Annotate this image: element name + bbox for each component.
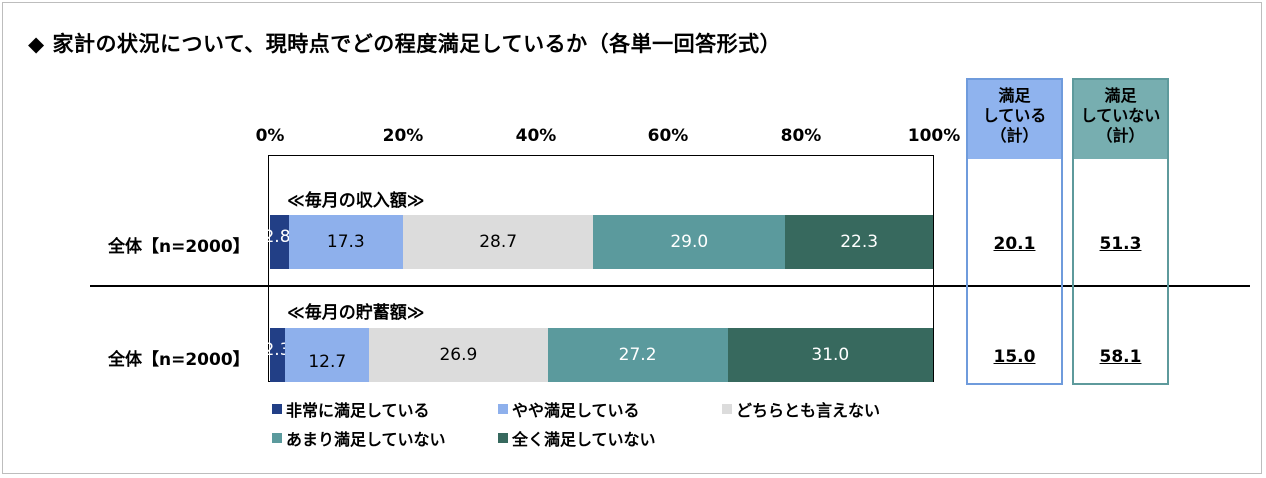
value-label-somewhat-satisfied: 17.3 <box>326 232 365 252</box>
bar-segment-not-very-satisfied <box>593 215 786 269</box>
not-satisfied-header-line-3: （計） <box>1096 126 1145 145</box>
row-label-savings: 全体【n=2000】 <box>108 350 250 370</box>
section-label-savings: ≪毎月の貯蓄額≫ <box>287 303 425 323</box>
bar-segment-somewhat-satisfied <box>285 328 370 382</box>
section-label-income: ≪毎月の収入額≫ <box>287 191 425 211</box>
legend-label-not-very-satisfied: あまり満足していない <box>286 430 446 449</box>
stacked-bar-savings: 2.3 12.7 26.9 27.2 31.0 <box>263 328 933 382</box>
value-label-neutral: 26.9 <box>439 345 478 365</box>
x-tick-0: 0% <box>255 126 285 146</box>
value-label-somewhat-satisfied: 12.7 <box>308 352 347 372</box>
satisfied-total-box: 満足 している （計） 20.1 15.0 <box>966 78 1063 385</box>
satisfied-header-line-1: 満足 <box>998 86 1031 105</box>
x-tick-80: 80% <box>780 126 822 146</box>
bar-segment-not-at-all-satisfied <box>727 328 933 382</box>
not-satisfied-total-savings: 58.1 <box>1099 347 1142 367</box>
bar-segment-not-very-satisfied <box>547 328 728 382</box>
legend-swatch-somewhat-satisfied <box>498 404 508 414</box>
stacked-bar-income: 2.8 17.3 28.7 29.0 22.3 <box>263 215 933 269</box>
x-tick-20: 20% <box>382 126 424 146</box>
value-label-very-satisfied: 2.8 <box>263 227 291 247</box>
x-tick-40: 40% <box>515 126 557 146</box>
value-label-not-very-satisfied: 27.2 <box>618 345 657 365</box>
legend-item-not-at-all-satisfied: 全く満足していない <box>498 426 656 450</box>
not-satisfied-total-income: 51.3 <box>1099 234 1142 254</box>
legend-item-very-satisfied: 非常に満足している <box>272 397 430 421</box>
legend-swatch-not-at-all-satisfied <box>498 433 508 443</box>
bar-segment-neutral <box>403 215 594 269</box>
satisfied-total-header: 満足 している （計） <box>968 80 1061 159</box>
legend-label-somewhat-satisfied: やや満足している <box>512 401 640 420</box>
legend-label-neutral: どちらとも言えない <box>736 401 881 420</box>
x-tick-100: 100% <box>907 126 961 146</box>
value-label-not-at-all-satisfied: 31.0 <box>811 345 850 365</box>
bar-segment-not-at-all-satisfied <box>785 215 933 269</box>
value-label-very-satisfied: 2.3 <box>263 340 291 360</box>
legend-item-not-very-satisfied: あまり満足していない <box>272 426 446 450</box>
bar-segment-very-satisfied <box>270 328 286 382</box>
not-satisfied-header-line-2: していない <box>1080 106 1161 125</box>
not-satisfied-total-box: 満足 していない （計） 51.3 58.1 <box>1072 78 1169 385</box>
legend-label-very-satisfied: 非常に満足している <box>286 401 430 420</box>
not-satisfied-total-header: 満足 していない （計） <box>1074 80 1167 159</box>
legend-item-somewhat-satisfied: やや満足している <box>498 397 640 421</box>
satisfied-total-income: 20.1 <box>993 234 1036 254</box>
satisfied-total-savings: 15.0 <box>993 347 1036 367</box>
row-label-income: 全体【n=2000】 <box>108 237 250 257</box>
legend-label-not-at-all-satisfied: 全く満足していない <box>512 430 656 449</box>
value-label-neutral: 28.7 <box>479 232 518 252</box>
legend-swatch-not-very-satisfied <box>272 433 282 443</box>
group-divider <box>90 285 1250 287</box>
bar-segment-neutral <box>369 328 548 382</box>
satisfied-header-line-2: している <box>982 106 1047 125</box>
legend-swatch-neutral <box>722 404 732 414</box>
legend-swatch-very-satisfied <box>272 404 282 414</box>
value-label-not-very-satisfied: 29.0 <box>670 232 709 252</box>
bar-segment-somewhat-satisfied <box>288 215 404 269</box>
x-tick-60: 60% <box>647 126 689 146</box>
not-satisfied-header-line-1: 満足 <box>1104 86 1137 105</box>
chart-title: ◆ 家計の状況について、現時点でどの程度満足しているか（各単一回答形式） <box>28 32 782 56</box>
value-label-not-at-all-satisfied: 22.3 <box>840 232 879 252</box>
legend-item-neutral: どちらとも言えない <box>722 397 880 421</box>
satisfied-header-line-3: （計） <box>990 126 1039 145</box>
bar-segment-very-satisfied <box>270 215 289 269</box>
